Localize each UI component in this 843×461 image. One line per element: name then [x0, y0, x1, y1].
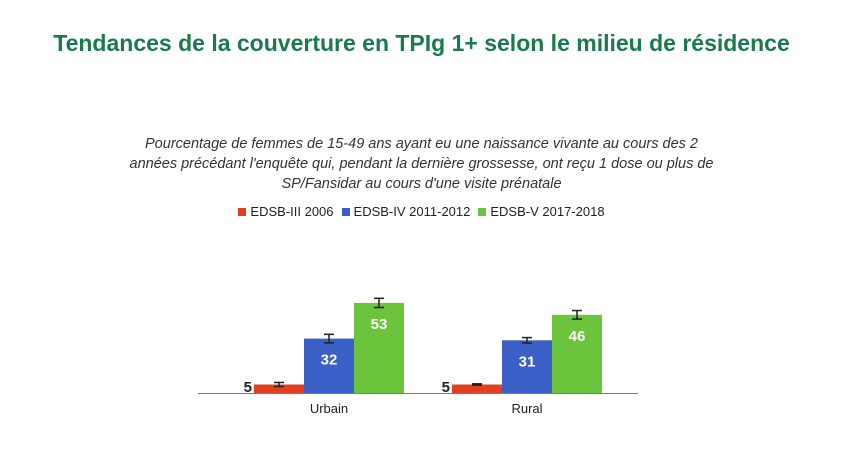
legend-label-edsb-iv: EDSB-IV 2011-2012: [353, 204, 471, 219]
legend-item-edsb-v: EDSB-V 2017-2018: [478, 204, 605, 219]
value-label-rural-series-0: 5: [442, 379, 450, 396]
legend-swatch-edsb-v: [478, 207, 487, 216]
legend-swatch-edsb-iv: [341, 207, 350, 216]
bar-rural-series-0: [452, 384, 502, 393]
legend-label-edsb-iii: EDSB-III 2006: [250, 204, 334, 219]
chart-title: Tendances de la couverture en TPIg 1+ se…: [53, 30, 790, 56]
value-label-rural-series-2: 46: [569, 328, 586, 345]
bar-urbain-series-2: [354, 302, 404, 393]
value-label-rural-series-1: 31: [519, 353, 536, 370]
category-label-rural: Rural: [511, 401, 542, 416]
value-label-urbain-series-0: 5: [244, 379, 252, 396]
legend-item-edsb-iii: EDSB-III 2006: [238, 204, 334, 219]
bar-urbain-series-1: [304, 338, 354, 393]
legend-swatch-edsb-iii: [238, 207, 247, 216]
bar-rural-series-2: [552, 314, 602, 393]
category-label-urbain: Urbain: [310, 401, 348, 416]
legend: EDSB-III 2006 EDSB-IV 2011-2012 EDSB-V 2…: [0, 204, 843, 219]
chart-subtitle: Pourcentage de femmes de 15-49 ans ayant…: [129, 136, 714, 192]
legend-label-edsb-v: EDSB-V 2017-2018: [490, 204, 605, 219]
bar-urbain-series-0: [254, 384, 304, 393]
bar-rural-series-1: [502, 340, 552, 393]
legend-item-edsb-iv: EDSB-IV 2011-2012: [341, 204, 471, 219]
value-label-urbain-series-1: 32: [321, 352, 338, 369]
value-label-urbain-series-2: 53: [371, 316, 388, 333]
